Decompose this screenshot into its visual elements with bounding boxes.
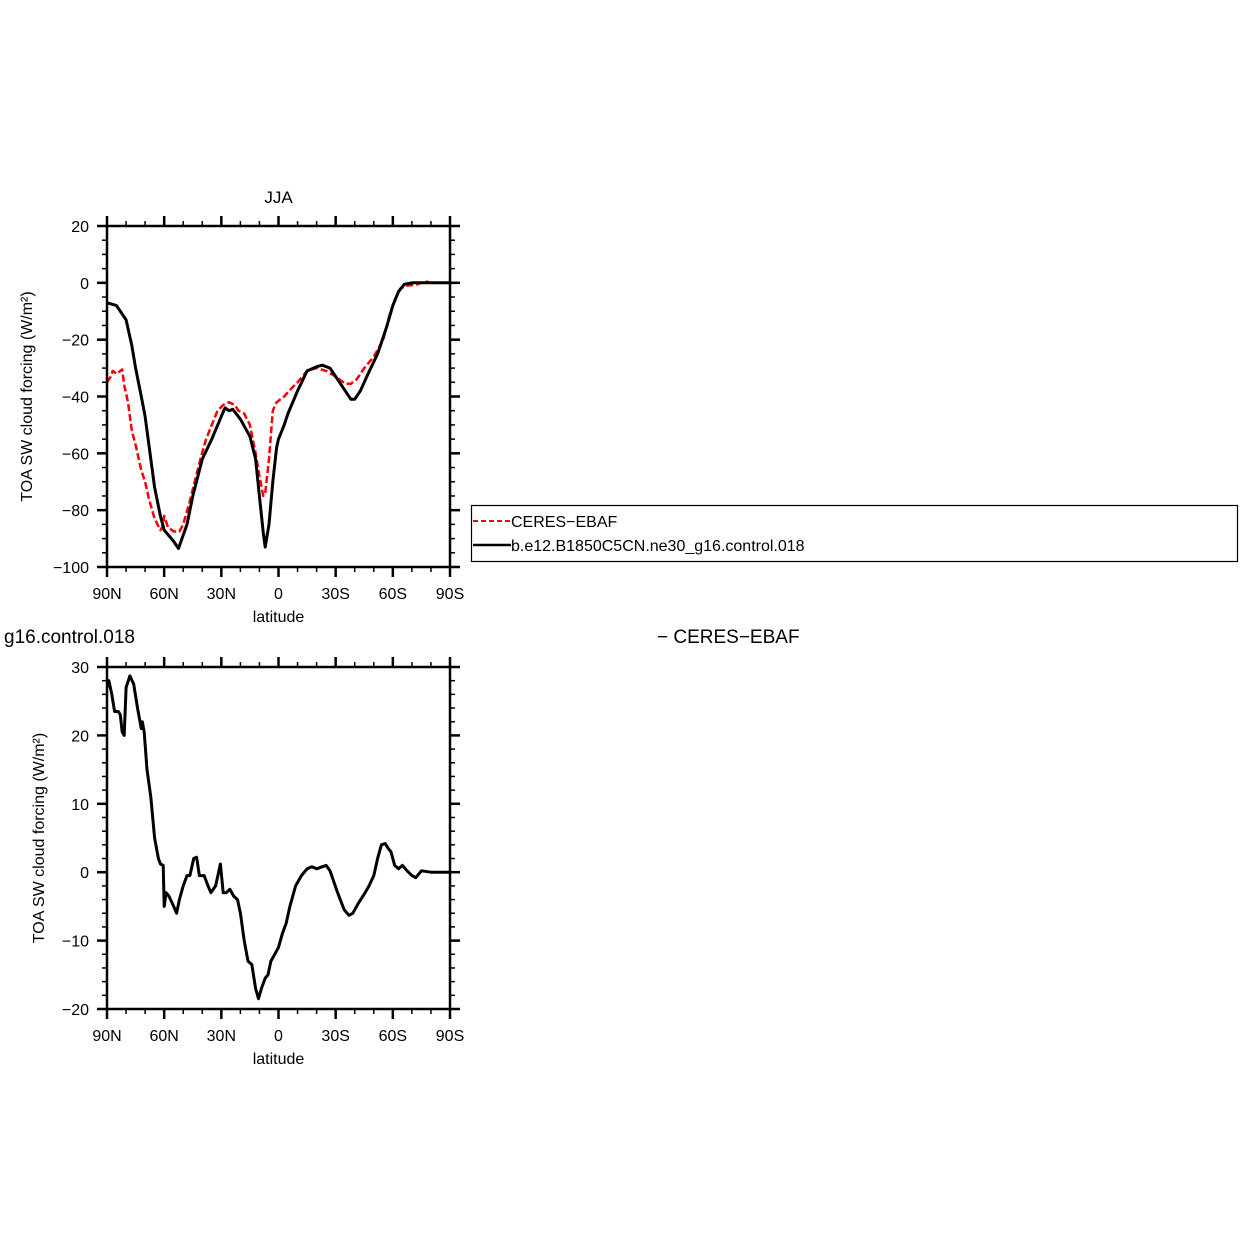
x-tick-label: 90N — [92, 1028, 121, 1045]
series-line-ceres-ebaf — [107, 280, 450, 533]
x-tick-label: 90N — [92, 586, 121, 603]
y-tick-label: 20 — [71, 219, 89, 236]
y-tick-label: 20 — [71, 728, 89, 745]
chart-title: JJA — [264, 188, 293, 207]
x-tick-label: 30N — [207, 1028, 236, 1045]
y-axis-label: TOA SW cloud forcing (W/m²) — [19, 291, 36, 501]
x-tick-label: 60S — [379, 1028, 407, 1045]
bottom-panel-difference: 90N 60N 30N 0 30S 60S 90S 30 20 10 0 −10 −20 latitude… — [31, 657, 464, 1068]
x-axis-label: latitude — [253, 1051, 305, 1068]
series-line-model — [107, 281, 450, 550]
plot-frame — [105, 665, 452, 1011]
y-tick-label: 30 — [71, 660, 89, 677]
x-axis-label: latitude — [253, 609, 305, 626]
x-tick-label: 0 — [274, 1028, 283, 1045]
y-tick-label: 10 — [71, 797, 89, 814]
x-tick-label: 30S — [321, 586, 349, 603]
truncated-panel-title-left: g16.control.018 — [4, 627, 135, 648]
legend-box — [470, 504, 1239, 563]
x-tick-label: 90S — [436, 586, 464, 603]
y-tick-label: −60 — [62, 446, 89, 463]
y-tick-label: −100 — [53, 560, 89, 577]
truncated-panel-title-right: − CERES−EBAF — [657, 627, 800, 648]
y-tick-label: −10 — [62, 934, 89, 951]
x-tick-label: 60S — [379, 586, 407, 603]
y-tick-label: −20 — [62, 333, 89, 350]
y-tick-label: 0 — [80, 865, 89, 882]
top-panel-jja: 90N 60N 30N 0 30S 60S 90S 20 0 −20 −40 −60 −80 −100 JJ… — [19, 188, 464, 626]
series-line-model — [107, 674, 450, 1001]
legend-label-ceres: CERES−EBAF — [511, 514, 617, 531]
plot-frame — [105, 224, 452, 569]
y-tick-label: −80 — [62, 503, 89, 520]
legend: CERES−EBAF b.e12.B1850C5CN.ne30_g16.cont… — [470, 504, 1239, 563]
x-tick-label: 30N — [207, 586, 236, 603]
x-tick-label: 0 — [274, 586, 283, 603]
x-tick-label: 30S — [321, 1028, 349, 1045]
y-axis-label: TOA SW cloud forcing (W/m²) — [31, 733, 48, 943]
x-tick-label: 60N — [149, 586, 178, 603]
y-tick-label: 0 — [80, 276, 89, 293]
x-tick-label: 60N — [149, 1028, 178, 1045]
y-tick-label: −40 — [62, 390, 89, 407]
legend-label-model: b.e12.B1850C5CN.ne30_g16.control.018 — [511, 538, 805, 555]
y-tick-label: −20 — [62, 1002, 89, 1019]
x-tick-label: 90S — [436, 1028, 464, 1045]
